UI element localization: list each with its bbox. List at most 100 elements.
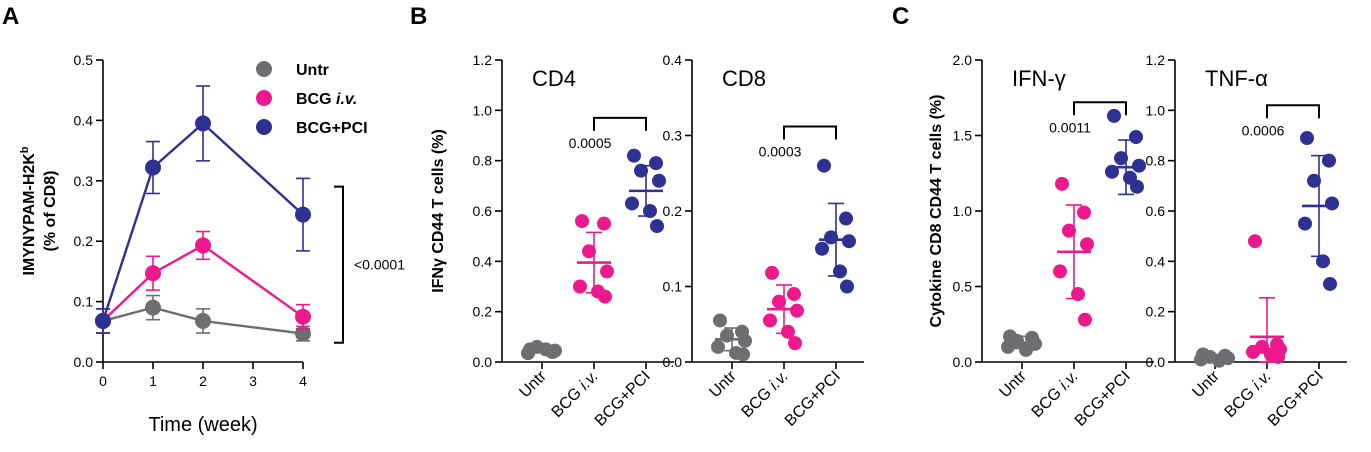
b-cd4-y-axis-label: IFNγ CD44 T cells (%) bbox=[430, 129, 447, 293]
c-tnf-data-point bbox=[1323, 276, 1337, 291]
b-cd4-significance-bracket bbox=[593, 116, 647, 131]
a-y-axis-label-line2: (% of CD8) bbox=[42, 171, 59, 252]
c-tnf-ytick-label: 0.4 bbox=[1146, 253, 1166, 269]
a-y-axis-label-line1: IMYNYPAM-H2Kb bbox=[19, 146, 38, 275]
a-data-point bbox=[295, 308, 311, 325]
a-ytick-label: 0.1 bbox=[74, 294, 94, 310]
c-tnf-data-point bbox=[1307, 173, 1321, 188]
b-cd4-ytick-label: 1.0 bbox=[473, 102, 493, 118]
b-cd4-data-point bbox=[625, 196, 639, 211]
a-legend-marker bbox=[256, 61, 272, 77]
a-legend-label: BCG i.v. bbox=[296, 91, 357, 108]
c-tnf-ytick-label: 1.0 bbox=[1146, 102, 1166, 118]
c-tnf-ytick-label: 0.0 bbox=[1146, 354, 1166, 370]
c-ifn-data-point bbox=[1019, 342, 1033, 357]
b-cd8-data-point bbox=[763, 313, 777, 328]
c-tnf-ytick-label: 0.6 bbox=[1146, 203, 1166, 219]
b-cd4-ytick-label: 0.4 bbox=[473, 253, 493, 269]
a-data-point bbox=[95, 312, 111, 329]
c-ifn-ytick-label: 0.5 bbox=[953, 279, 973, 295]
b-cd4-data-point bbox=[598, 289, 612, 304]
b-cd8-ytick-label: 0.0 bbox=[663, 354, 683, 370]
panel-label-b: B bbox=[410, 3, 427, 30]
a-x-axis-label: Time (week) bbox=[148, 414, 257, 436]
c-ifn-panel-title: IFN-γ bbox=[1012, 66, 1066, 91]
c-tnf-significance-bracket bbox=[1266, 104, 1320, 119]
b-cd8-p-value: 0.0003 bbox=[759, 143, 802, 159]
c-tnf-panel-title: TNF-α bbox=[1205, 66, 1268, 91]
b-cd8-ytick-label: 0.1 bbox=[663, 279, 683, 295]
b-cd8-data-point bbox=[842, 234, 856, 249]
c-tnf-data-point bbox=[1271, 349, 1285, 364]
b-cd4-panel-title: CD4 bbox=[532, 66, 576, 91]
a-data-point bbox=[295, 206, 311, 223]
panel-b-cd4-scatter: 0.0 0.2 0.4 0.6 0.8 1.0 1.2 CD4 IFNγ CD44 T cell… bbox=[430, 52, 674, 430]
c-tnf-data-point bbox=[1248, 234, 1262, 249]
panel-label-a: A bbox=[2, 3, 19, 30]
a-data-point bbox=[295, 325, 311, 342]
b-cd4-data-point bbox=[582, 244, 596, 259]
a-legend-marker bbox=[256, 90, 272, 106]
a-legend-label: Untr bbox=[296, 62, 329, 79]
c-ifn-ytick-label: 1.0 bbox=[953, 203, 973, 219]
c-ifn-category-label: BCG i.v. bbox=[1029, 368, 1082, 421]
c-tnf-ytick-label: 1.2 bbox=[1146, 52, 1166, 68]
b-cd4-ytick-label: 0.6 bbox=[473, 203, 493, 219]
c-ifn-p-value: 0.0011 bbox=[1049, 119, 1091, 135]
b-cd8-panel-title: CD8 bbox=[722, 66, 766, 91]
b-cd8-data-point bbox=[790, 303, 804, 318]
a-ytick-label: 0.5 bbox=[74, 52, 94, 68]
c-ifn-data-point bbox=[1055, 176, 1069, 191]
a-data-point bbox=[195, 115, 211, 132]
c-tnf-ytick-label: 0.2 bbox=[1146, 304, 1166, 320]
b-cd4-category-label: Untr bbox=[516, 367, 550, 401]
b-cd8-data-point bbox=[772, 294, 786, 309]
c-tnf-data-point bbox=[1325, 196, 1339, 211]
b-cd4-data-point bbox=[649, 156, 663, 171]
c-ifn-data-point bbox=[1129, 130, 1143, 145]
c-ifn-data-point bbox=[1053, 264, 1067, 279]
b-cd4-data-point bbox=[575, 214, 589, 229]
c-ifn-category-label: Untr bbox=[996, 367, 1030, 401]
c-tnf-data-point bbox=[1298, 216, 1312, 231]
c-tnf-category-label: BCG+PCI bbox=[1265, 368, 1327, 430]
a-xtick-label: 2 bbox=[199, 373, 207, 389]
a-ytick-label: 0.4 bbox=[74, 112, 94, 128]
a-p-value: <0.0001 bbox=[354, 257, 405, 273]
a-series-line-2 bbox=[101, 121, 304, 322]
b-cd4-ytick-label: 0.2 bbox=[473, 304, 493, 320]
c-ifn-data-point bbox=[1130, 179, 1144, 194]
b-cd4-data-point bbox=[573, 279, 587, 294]
b-cd4-data-point bbox=[600, 264, 614, 279]
c-ifn-ytick-label: 0.0 bbox=[953, 354, 973, 370]
c-tnf-data-point bbox=[1194, 352, 1208, 367]
panel-a-line-chart: 0.0 0.1 0.2 0.3 0.4 0.5 0 1 2 3 4 Time (week) IMYNYP… bbox=[19, 52, 405, 436]
a-legend-label: BCG+PCI bbox=[296, 120, 368, 137]
c-ifn-y-axis-label: Cytokine CD8 CD44 T cells (%) bbox=[928, 95, 945, 328]
c-tnf-p-value: 0.0006 bbox=[1242, 122, 1285, 138]
c-ifn-data-point bbox=[1078, 312, 1092, 327]
b-cd4-category-label: BCG i.v. bbox=[549, 368, 602, 421]
c-ifn-data-point bbox=[1114, 151, 1128, 166]
b-cd8-data-point bbox=[711, 339, 725, 354]
c-ifn-category-label: BCG+PCI bbox=[1072, 368, 1134, 430]
b-cd4-ytick-label: 0.0 bbox=[473, 354, 493, 370]
c-ifn-significance-bracket bbox=[1073, 101, 1127, 116]
b-cd4-p-value: 0.0005 bbox=[569, 135, 612, 151]
b-cd8-data-point bbox=[840, 279, 854, 294]
c-tnf-data-point bbox=[1322, 153, 1336, 168]
b-cd8-data-point bbox=[815, 241, 829, 256]
b-cd4-category-label: BCG+PCI bbox=[592, 368, 654, 430]
b-cd4-ytick-label: 0.8 bbox=[473, 153, 493, 169]
panel-c-ifng-scatter: 0.0 0.5 1.0 1.5 2.0 IFN-γ Cytokine CD8 CD44 T … bbox=[928, 52, 1154, 430]
b-cd8-significance-bracket bbox=[783, 125, 837, 140]
c-tnf-category-label: BCG i.v. bbox=[1222, 368, 1275, 421]
c-tnf-data-point bbox=[1246, 344, 1260, 359]
c-ifn-data-point bbox=[1077, 205, 1091, 220]
b-cd8-data-point bbox=[839, 211, 853, 226]
a-data-point bbox=[195, 237, 211, 254]
b-cd8-data-point bbox=[787, 287, 801, 302]
panel-label-c: C bbox=[892, 3, 909, 30]
